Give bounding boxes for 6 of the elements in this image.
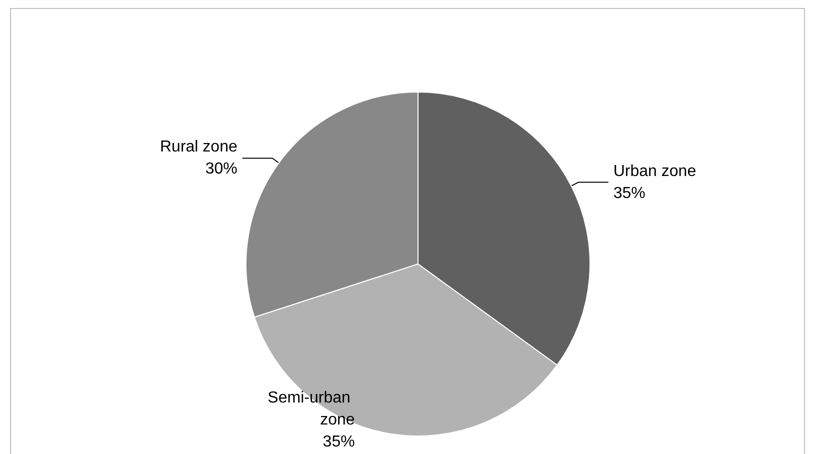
data-label: 35% <box>613 184 646 202</box>
data-label: 30% <box>205 160 238 178</box>
data-label: 35% <box>322 434 355 450</box>
slice-label: Urban zone <box>613 162 696 180</box>
slice-label: Rural zone <box>160 138 238 156</box>
slice-label: Semi-urban zone <box>268 390 355 428</box>
